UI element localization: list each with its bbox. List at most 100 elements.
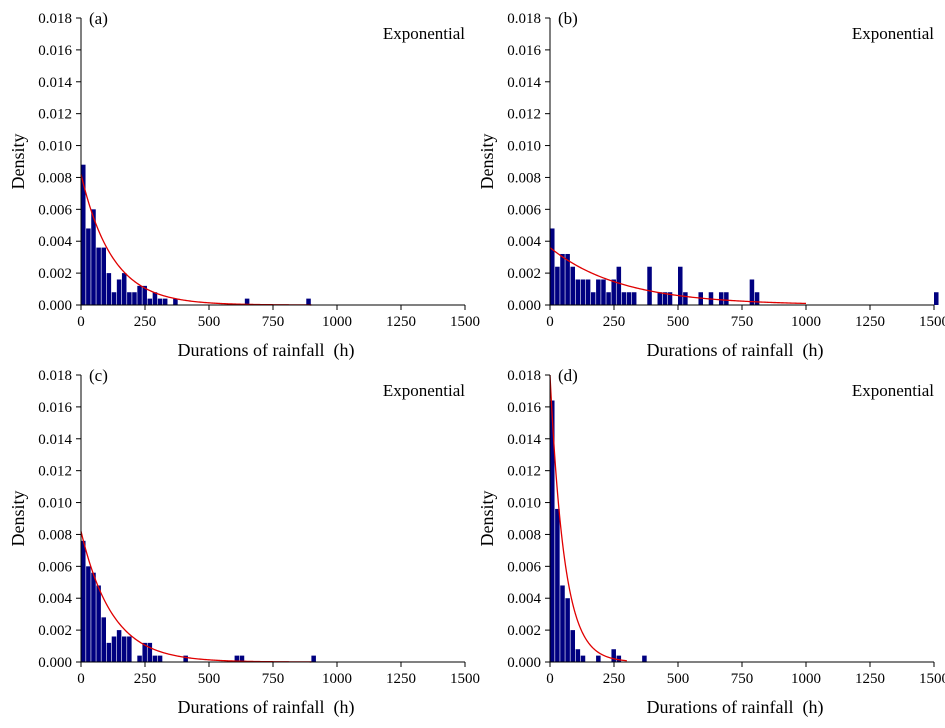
histogram-bar (683, 292, 688, 305)
x-tick-label: 750 (262, 314, 285, 330)
y-tick-label: 0.010 (38, 139, 72, 155)
histogram-bar (157, 655, 163, 662)
histogram-bar (183, 655, 188, 662)
histogram-bar (631, 292, 637, 305)
histogram-bar (91, 572, 96, 662)
x-tick-label: 0 (77, 314, 85, 330)
histogram-bar (667, 292, 673, 305)
x-tick-label: 250 (603, 671, 626, 687)
histogram-bar (590, 292, 596, 305)
chart-panel: 0.000 0.002 0.004 0.006 0.008 0.010 0.012 0.014… (477, 366, 945, 718)
histogram-bar (116, 630, 122, 662)
x-tick-label: 1250 (855, 671, 885, 687)
x-tick-label: 500 (198, 314, 221, 330)
y-tick-label: 0.012 (507, 107, 541, 123)
y-tick-label: 0.018 (507, 368, 541, 384)
y-tick-label: 0.006 (507, 559, 541, 575)
panel-label: (b) (558, 9, 578, 28)
histogram-bar (101, 247, 106, 305)
histogram-bar (91, 209, 96, 305)
chart-panel: 0.000 0.002 0.004 0.006 0.008 0.010 0.012 0.014… (8, 9, 480, 361)
histogram-bar (580, 655, 586, 662)
histogram-bar (550, 400, 555, 662)
panel-label: (a) (89, 9, 108, 28)
x-tick-label: 0 (546, 314, 554, 330)
y-tick-label: 0.002 (38, 623, 72, 639)
histogram-bar (718, 292, 724, 305)
x-tick-label: 1250 (386, 671, 416, 687)
histogram-bar (662, 292, 668, 305)
x-tick-label: 0 (546, 671, 554, 687)
x-tick-label: 1000 (322, 314, 352, 330)
histogram-bar (81, 164, 86, 305)
histogram-bar (565, 598, 570, 662)
histogram-bar (142, 285, 147, 305)
histogram-bar (555, 266, 560, 305)
y-tick-label: 0.006 (507, 202, 541, 218)
y-tick-label: 0.014 (38, 432, 72, 448)
histogram-bar (234, 655, 240, 662)
y-axis-title: Density (8, 134, 28, 190)
histogram-bar (137, 285, 142, 305)
panel-label: (c) (89, 366, 108, 385)
histogram-bar (616, 655, 622, 662)
histogram-bar (96, 247, 101, 305)
distribution-label: Exponential (852, 381, 934, 400)
histogram-bar (306, 298, 311, 305)
histogram-bar (96, 585, 101, 662)
y-tick-label: 0.006 (38, 559, 72, 575)
y-tick-label: 0.016 (38, 43, 72, 59)
x-tick-label: 250 (134, 671, 157, 687)
y-tick-label: 0.000 (38, 298, 72, 314)
histogram-bar (81, 540, 86, 662)
y-tick-label: 0.008 (38, 170, 72, 186)
y-tick-label: 0.016 (507, 43, 541, 59)
histogram-bar (121, 273, 127, 305)
y-tick-label: 0.016 (507, 400, 541, 416)
y-tick-label: 0.000 (507, 655, 541, 671)
x-axis-title: Durations of rainfall (h) (178, 697, 355, 718)
histogram-bar (555, 508, 560, 662)
y-axis-title: Density (477, 134, 497, 190)
histogram-bar (106, 273, 112, 305)
histogram-bar (570, 266, 575, 305)
y-tick-label: 0.002 (507, 266, 541, 282)
histogram-bar (754, 292, 760, 305)
histogram-bar (596, 655, 601, 662)
x-tick-label: 1000 (791, 314, 821, 330)
histogram-bar (642, 655, 647, 662)
panel-label: (d) (558, 366, 578, 385)
histogram-bar (86, 228, 91, 305)
histogram-bar (575, 279, 581, 305)
x-tick-label: 1500 (919, 314, 945, 330)
histogram-bar (116, 279, 122, 305)
y-tick-label: 0.008 (507, 527, 541, 543)
histogram-bar (147, 642, 153, 662)
histogram-bar (724, 292, 729, 305)
x-tick-label: 250 (603, 314, 626, 330)
x-axis-title: Durations of rainfall (h) (647, 340, 824, 361)
exponential-fit-line (549, 247, 807, 305)
histogram-bar (162, 298, 168, 305)
histogram-bar (570, 630, 575, 662)
x-axis-title: Durations of rainfall (h) (178, 340, 355, 361)
histogram-bar (173, 298, 178, 305)
y-tick-label: 0.004 (507, 234, 541, 250)
histogram-bar (147, 298, 153, 305)
chart-panel: 0.000 0.002 0.004 0.006 0.008 0.010 0.012 0.014… (8, 366, 480, 718)
histogram-bar (121, 636, 127, 662)
histogram-bar (565, 253, 570, 305)
y-tick-label: 0.004 (38, 234, 72, 250)
histogram-bar (111, 292, 117, 305)
histogram-bar (86, 566, 91, 662)
histogram-bar (616, 266, 622, 305)
y-tick-label: 0.004 (38, 591, 72, 607)
histogram-bar (111, 636, 117, 662)
histogram-bar (152, 292, 158, 305)
histogram-bar (678, 266, 683, 305)
x-tick-label: 750 (731, 671, 754, 687)
y-tick-label: 0.008 (507, 170, 541, 186)
histogram-bar (311, 655, 316, 662)
histogram-bar (560, 585, 565, 662)
